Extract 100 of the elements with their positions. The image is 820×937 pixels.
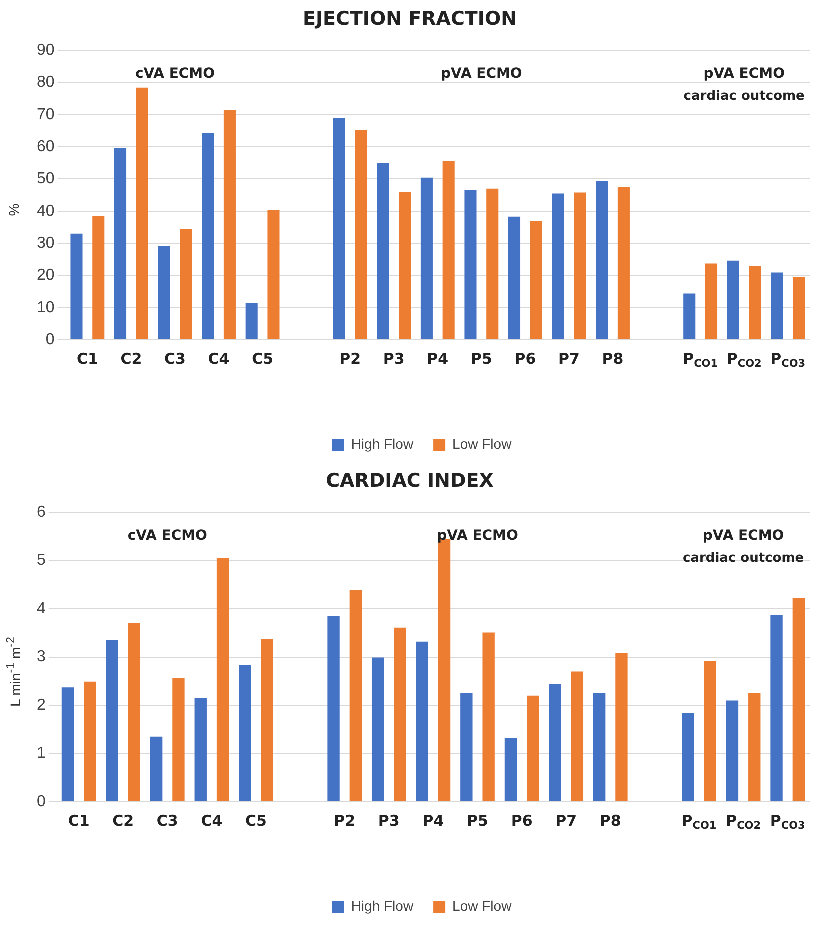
y-tick-label: 50 xyxy=(37,170,55,188)
y-tick-label: 5 xyxy=(36,552,46,570)
x-tick-label: C1 xyxy=(68,812,90,830)
y-tick-label: 80 xyxy=(37,74,55,92)
bar xyxy=(682,713,694,802)
bar xyxy=(202,133,214,340)
bar xyxy=(180,229,192,340)
bar xyxy=(726,700,739,802)
y-tick-label: 3 xyxy=(36,648,46,666)
bar xyxy=(618,186,630,340)
bar xyxy=(771,272,784,340)
bar xyxy=(792,598,806,802)
x-tick-label: C4 xyxy=(208,350,230,368)
bar xyxy=(106,640,118,802)
y-tick-label: 20 xyxy=(37,267,55,284)
y-tick-label: 6 xyxy=(36,504,46,522)
bar xyxy=(416,642,428,802)
bar xyxy=(136,88,148,340)
bar xyxy=(749,266,762,340)
bar xyxy=(460,693,473,802)
x-tick-label: C3 xyxy=(164,350,186,368)
y-tick-label: 30 xyxy=(37,234,55,252)
bar xyxy=(504,738,518,802)
bar xyxy=(530,221,542,340)
x-tick-label: C4 xyxy=(201,812,223,830)
annotation: cVA ECMO xyxy=(135,66,216,82)
bar xyxy=(328,616,340,802)
bar xyxy=(574,192,586,340)
bar xyxy=(128,623,141,802)
legend-label: Low Flow xyxy=(452,436,513,452)
y-tick-label: 60 xyxy=(37,138,55,156)
bar xyxy=(552,194,564,340)
annotation: pVA ECMO xyxy=(437,528,518,544)
bar xyxy=(216,558,230,802)
x-tick-label: C1 xyxy=(76,350,98,368)
bar xyxy=(84,682,96,802)
x-tick-label: C3 xyxy=(156,812,178,830)
bar xyxy=(464,190,477,340)
y-tick-label: 40 xyxy=(37,202,55,220)
bar xyxy=(114,148,127,340)
y-tick-label: 1 xyxy=(36,745,46,762)
y-tick-label: 10 xyxy=(37,299,55,316)
bar xyxy=(355,130,368,340)
x-tick-label: C2 xyxy=(120,350,142,368)
bar xyxy=(508,216,521,340)
bar xyxy=(549,684,562,802)
y-tick-label: 90 xyxy=(37,42,55,60)
x-tick-label: C5 xyxy=(246,812,267,830)
bar xyxy=(616,653,628,802)
legend-label: Low Flow xyxy=(452,898,513,914)
bar xyxy=(527,696,540,802)
bar xyxy=(268,210,280,340)
y-tick-label: 0 xyxy=(46,331,55,348)
bar xyxy=(150,736,163,802)
bar xyxy=(705,264,718,340)
bar xyxy=(420,178,433,340)
bar xyxy=(333,118,346,340)
bar xyxy=(684,294,696,340)
x-tick-label: P2 xyxy=(334,812,356,830)
x-tick-label: P5 xyxy=(470,350,492,368)
x-tick-label: P7 xyxy=(558,350,580,368)
bar xyxy=(372,658,384,802)
y-tick-label: 70 xyxy=(37,106,55,124)
x-tick-label: P3 xyxy=(383,350,405,368)
annotation: pVA ECMO xyxy=(702,528,784,544)
bar xyxy=(92,216,105,340)
bar xyxy=(261,639,274,802)
legend-label: High Flow xyxy=(351,898,414,914)
bar xyxy=(399,192,412,340)
chart-title: CARDIAC INDEX xyxy=(325,469,495,494)
x-tick-label: P2 xyxy=(340,350,362,368)
x-tick-label: P5 xyxy=(467,812,488,830)
annotation: pVA ECMO xyxy=(704,66,786,82)
bar xyxy=(704,661,716,802)
x-tick-label: C2 xyxy=(112,812,134,830)
annotation: cVA ECMO xyxy=(128,528,208,544)
bar xyxy=(748,693,761,802)
bar xyxy=(172,678,185,802)
bar xyxy=(394,628,406,802)
annotation: cardiac outcome xyxy=(683,550,804,566)
x-tick-label: P4 xyxy=(427,350,449,368)
bar xyxy=(377,163,390,340)
annotation: cardiac outcome xyxy=(684,88,806,104)
bar xyxy=(350,590,362,802)
y-tick-label: 2 xyxy=(36,696,46,714)
x-tick-label: P8 xyxy=(600,812,622,830)
y-tick-label: 0 xyxy=(36,793,46,810)
bar xyxy=(793,277,806,340)
bar xyxy=(224,110,236,340)
bar xyxy=(770,615,783,802)
bar xyxy=(727,260,740,340)
bar xyxy=(239,666,252,802)
chart-title: EJECTION FRACTION xyxy=(302,7,518,32)
bar xyxy=(593,693,606,802)
bar xyxy=(486,188,499,340)
bar xyxy=(596,181,608,340)
bar xyxy=(62,688,74,802)
bar xyxy=(442,162,455,340)
legend-label: High Flow xyxy=(351,436,414,452)
bar xyxy=(246,303,258,340)
